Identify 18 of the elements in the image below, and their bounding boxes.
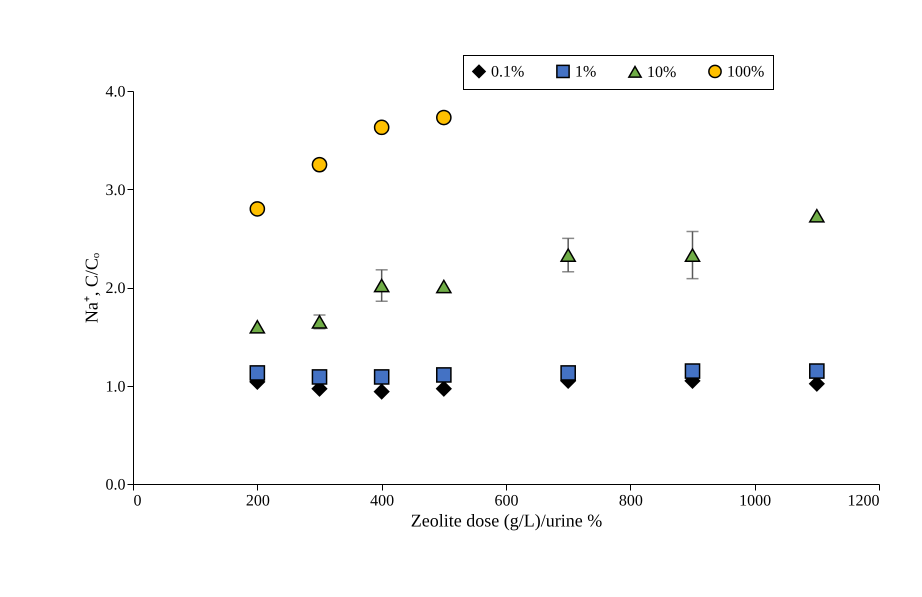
- legend-label: 10%: [647, 64, 676, 81]
- x-tick-label: 400: [370, 492, 394, 510]
- y-tick-label: 0.0: [106, 476, 126, 494]
- y-tick-label: 2.0: [106, 280, 126, 297]
- x-tick-label: 0: [134, 492, 142, 510]
- x-tick-label: 1000: [739, 492, 772, 510]
- x-tick-label: 600: [494, 492, 518, 510]
- y-tick-label: 3.0: [106, 182, 126, 199]
- x-tick-label: 1200: [848, 492, 880, 510]
- legend-label: 1%: [575, 63, 596, 80]
- legend-label: 0.1%: [491, 63, 524, 80]
- y-axis-title: Na⁺, C/Cₒ: [82, 252, 102, 324]
- x-tick-label: 200: [246, 492, 270, 510]
- legend-label: 100%: [727, 63, 764, 80]
- x-tick-label: 800: [618, 492, 643, 510]
- x-axis-title: Zeolite dose (g/L)/urine %: [410, 510, 602, 530]
- y-tick-label: 4.0: [106, 84, 126, 100]
- y-tick-label: 1.0: [106, 378, 126, 396]
